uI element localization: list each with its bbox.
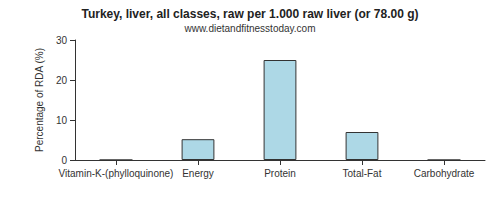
svg-text:Protein: Protein (264, 168, 296, 179)
svg-text:Vitamin-K-(phylloquinone): Vitamin-K-(phylloquinone) (59, 168, 174, 179)
svg-text:20: 20 (56, 75, 68, 86)
svg-text:10: 10 (56, 115, 68, 126)
svg-text:0: 0 (61, 155, 67, 166)
svg-text:Percentage of RDA (%): Percentage of RDA (%) (34, 48, 45, 152)
svg-text:30: 30 (56, 35, 68, 46)
svg-text:Carbohydrate: Carbohydrate (414, 168, 475, 179)
svg-text:Turkey, liver, all classes, ra: Turkey, liver, all classes, raw per 1.00… (81, 7, 418, 21)
svg-text:www.dietandfitnesstoday.com: www.dietandfitnesstoday.com (184, 23, 316, 34)
svg-text:Energy: Energy (182, 168, 214, 179)
svg-text:Total-Fat: Total-Fat (343, 168, 382, 179)
